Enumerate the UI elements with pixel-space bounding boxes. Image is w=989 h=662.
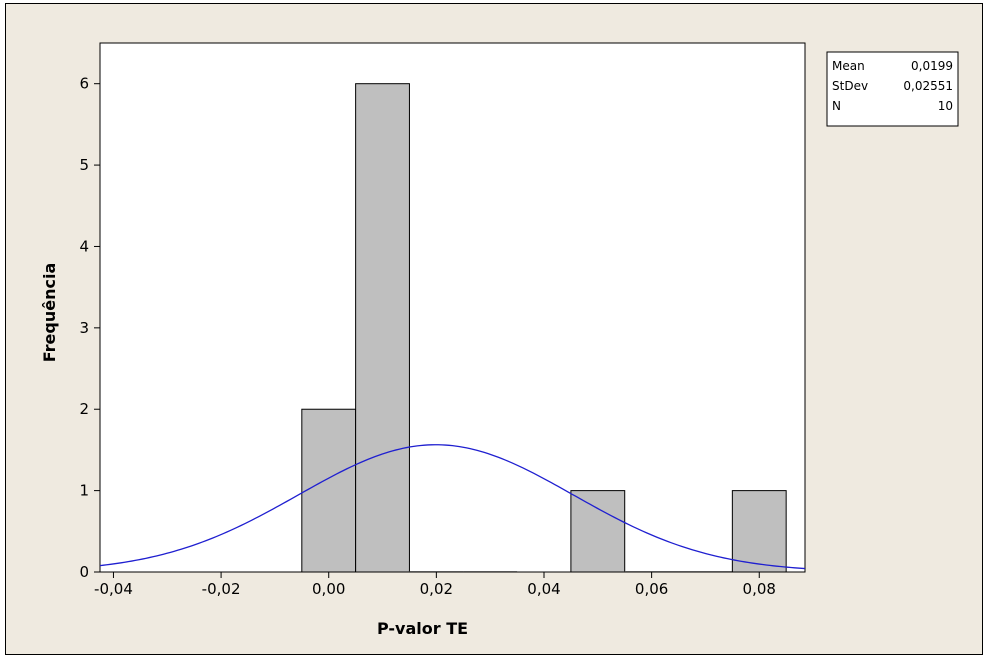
histogram-bar-1 bbox=[355, 83, 410, 573]
stats-value-n: 10 bbox=[938, 99, 953, 113]
stats-legend-box bbox=[826, 51, 959, 127]
y-tick-label-1: 1 bbox=[79, 482, 89, 500]
stats-value-mean: 0,0199 bbox=[911, 59, 953, 73]
x-tick-label-3: 0,02 bbox=[420, 580, 453, 598]
normal-fit-curve bbox=[99, 444, 806, 570]
chart-frame: -0,04 -0,02 0,00 0,02 0,04 0,06 0,08 0 1 2 3 4 5 6 P-v… bbox=[5, 3, 983, 655]
x-tick-label-4: 0,04 bbox=[527, 580, 560, 598]
x-tick-label-6: 0,08 bbox=[743, 580, 776, 598]
stats-label-stdev: StDev bbox=[832, 79, 868, 93]
y-tick-label-4: 4 bbox=[79, 237, 89, 255]
y-tick-label-5: 5 bbox=[79, 156, 89, 174]
y-axis-title: Frequência bbox=[40, 263, 59, 363]
y-tick-label-2: 2 bbox=[79, 400, 89, 418]
y-tick-label-3: 3 bbox=[79, 319, 89, 337]
histogram-bar-4 bbox=[570, 490, 626, 573]
x-tick-label-0: -0,04 bbox=[94, 580, 133, 598]
x-axis-title: P-valor TE bbox=[377, 619, 468, 638]
stats-value-stdev: 0,02551 bbox=[903, 79, 953, 93]
histogram-bar-7 bbox=[731, 490, 787, 573]
histogram-bar-0 bbox=[301, 408, 357, 573]
x-tick-label-1: -0,02 bbox=[202, 580, 241, 598]
y-tick-label-6: 6 bbox=[79, 75, 89, 93]
stats-label-n: N bbox=[832, 99, 841, 113]
x-tick-label-5: 0,06 bbox=[635, 580, 668, 598]
stats-label-mean: Mean bbox=[832, 59, 865, 73]
x-tick-label-2: 0,00 bbox=[312, 580, 345, 598]
y-tick-label-0: 0 bbox=[79, 563, 89, 581]
plot-area bbox=[99, 42, 806, 573]
histogram-chart: -0,04 -0,02 0,00 0,02 0,04 0,06 0,08 0 1 2 3 4 5 6 P-v… bbox=[40, 42, 959, 638]
